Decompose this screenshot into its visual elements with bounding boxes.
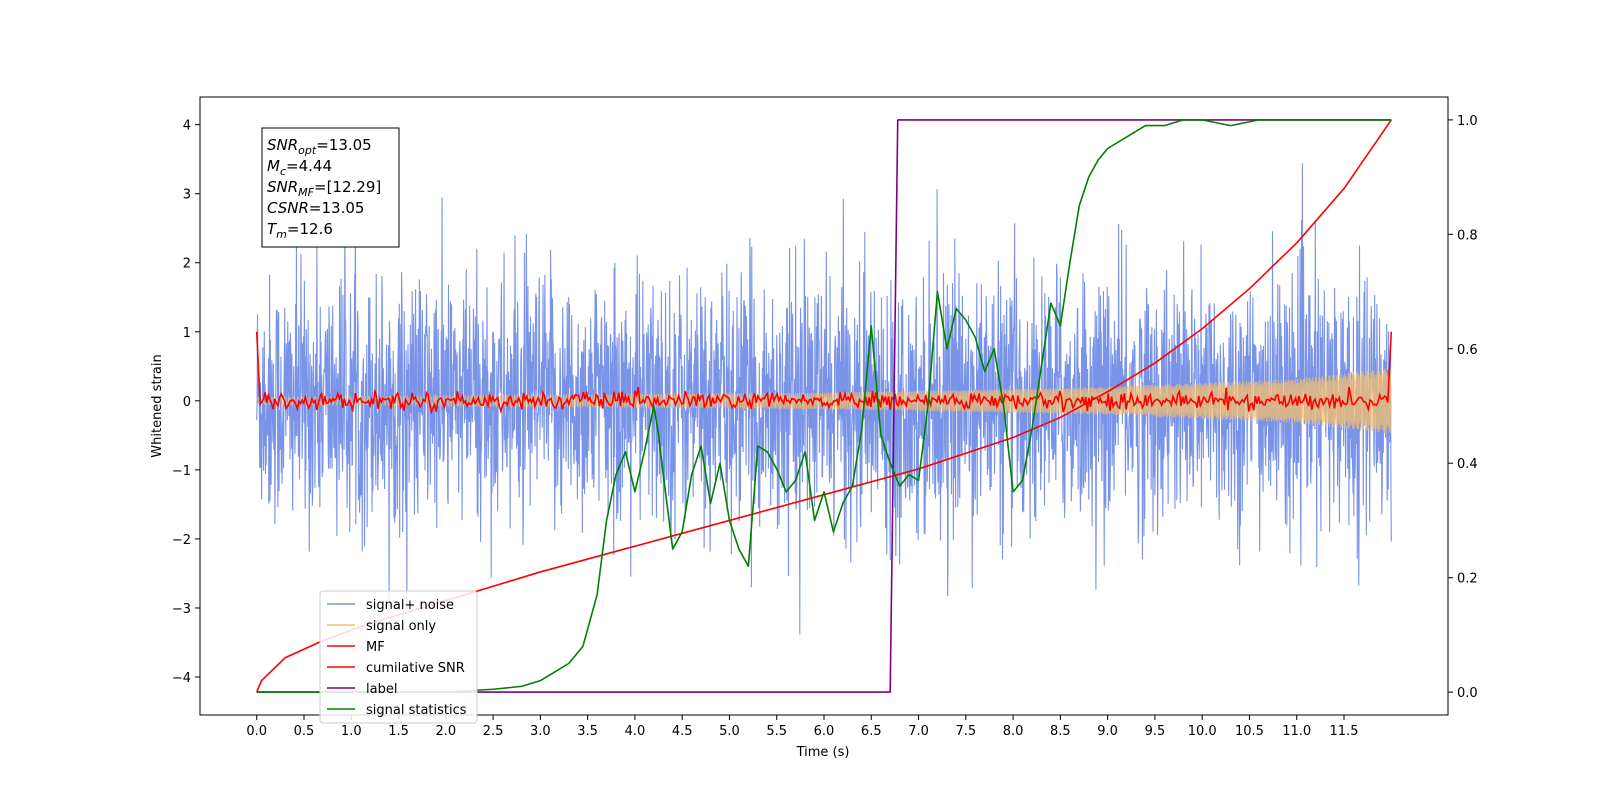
- legend: signal+ noise signal only MF cumilative SNR…: [319, 590, 478, 724]
- y2-tick-label: 0.0: [1457, 686, 1478, 701]
- y2-axis: 0.0 0.2 0.4 0.6 0.8 1.0: [1448, 114, 1478, 701]
- y2-tick-label: 0.4: [1457, 457, 1478, 472]
- y-tick-label: 0: [183, 395, 191, 410]
- annotation-box: SNRopt=13.05Mc=4.44SNRMF=[12.29]CSNR=13.…: [261, 127, 400, 248]
- legend-frame: [319, 590, 478, 724]
- x-tick-label: 5.5: [766, 724, 787, 739]
- legend-entry: signal statistics: [366, 703, 467, 718]
- x-tick-label: 5.0: [719, 724, 740, 739]
- x-axis: 0.0 0.5 1.0 1.5 2.0 2.5 3.0 3.5 4.0 4.5 5.0 5.5 6.0 6…: [246, 715, 1358, 739]
- annotation-line: Tm=12.6: [267, 220, 333, 241]
- y-tick-label: −3: [172, 602, 191, 617]
- y-tick-label: 4: [183, 119, 191, 134]
- x-tick-label: 7.0: [908, 724, 929, 739]
- x-tick-label: 4.5: [672, 724, 693, 739]
- y-tick-label: 3: [183, 188, 191, 203]
- legend-entry: signal+ noise: [366, 598, 454, 613]
- annotation-line: CSNR=13.05: [267, 199, 364, 217]
- x-tick-label: 3.0: [530, 724, 551, 739]
- y2-tick-label: 0.2: [1457, 572, 1478, 587]
- x-tick-label: 6.0: [814, 724, 835, 739]
- legend-entry: MF: [366, 640, 385, 655]
- x-tick-label: 10.5: [1235, 724, 1264, 739]
- x-tick-label: 11.5: [1330, 724, 1359, 739]
- y-tick-label: −2: [172, 533, 191, 548]
- y2-tick-label: 0.8: [1457, 228, 1478, 243]
- x-tick-label: 2.5: [483, 724, 504, 739]
- x-axis-label: Time (s): [796, 745, 850, 760]
- y-tick-label: −1: [172, 464, 191, 479]
- x-tick-label: 2.0: [435, 724, 456, 739]
- x-tick-label: 11.0: [1282, 724, 1311, 739]
- x-tick-label: 6.5: [861, 724, 882, 739]
- legend-entry: label: [366, 682, 397, 697]
- annotation-line: SNRopt=13.05: [267, 136, 372, 157]
- legend-entry: signal only: [366, 619, 436, 634]
- x-tick-label: 3.5: [577, 724, 598, 739]
- series-mf: [255, 331, 1393, 415]
- y-tick-label: 2: [183, 257, 191, 272]
- x-tick-label: 10.0: [1188, 724, 1217, 739]
- x-tick-label: 8.5: [1050, 724, 1071, 739]
- x-tick-label: 9.5: [1145, 724, 1166, 739]
- y2-tick-label: 0.6: [1457, 343, 1478, 358]
- x-tick-label: 0.0: [246, 724, 267, 739]
- annotation-line: Mc=4.44: [267, 157, 332, 178]
- x-tick-label: 1.0: [341, 724, 362, 739]
- series-signal-statistics: [256, 119, 1392, 693]
- x-tick-label: 1.5: [388, 724, 409, 739]
- x-tick-label: 4.0: [625, 724, 646, 739]
- x-tick-label: 7.5: [955, 724, 976, 739]
- x-tick-label: 9.0: [1097, 724, 1118, 739]
- series-signal-noise: [256, 163, 1392, 635]
- x-tick-label: 8.0: [1003, 724, 1024, 739]
- y-axis: −4 −3 −2 −1 0 1 2 3 4: [172, 119, 200, 686]
- annotation-frame: [261, 127, 400, 248]
- y-tick-label: 1: [183, 326, 191, 341]
- y2-tick-label: 1.0: [1457, 114, 1478, 129]
- legend-entry: cumilative SNR: [366, 661, 465, 676]
- y-tick-label: −4: [172, 671, 191, 686]
- x-tick-label: 0.5: [294, 724, 315, 739]
- y-axis-label: Whitened strain: [150, 354, 165, 457]
- series-label: [256, 119, 1392, 693]
- annotation-line: SNRMF=[12.29]: [267, 178, 381, 199]
